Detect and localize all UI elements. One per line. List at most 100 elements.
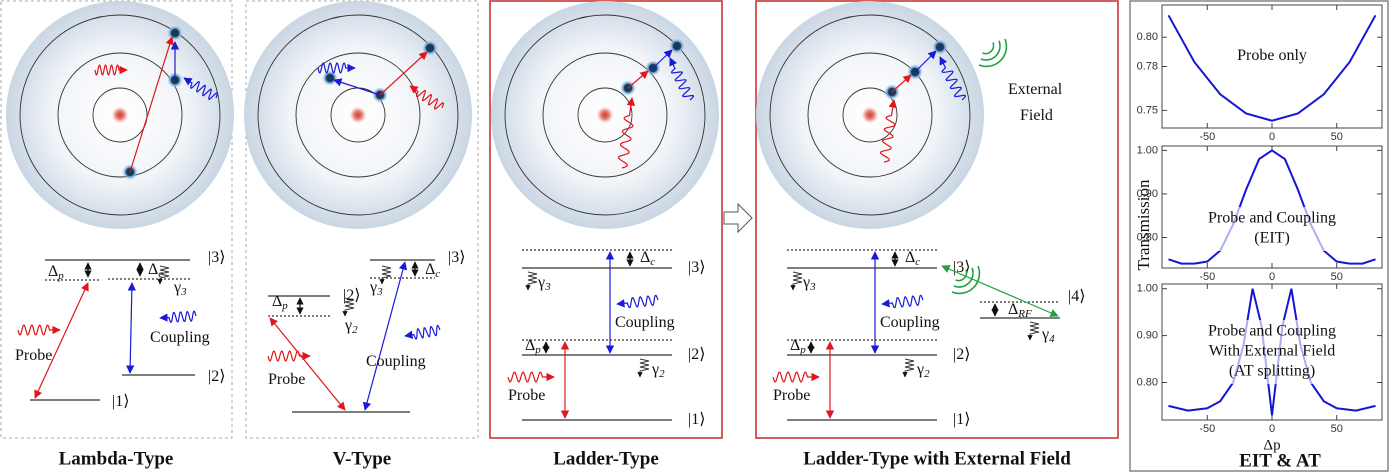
- photon-wave: [879, 99, 897, 163]
- photon-wave: [881, 294, 924, 309]
- label-text: |4⟩: [1068, 288, 1085, 305]
- label-text: Coupling: [150, 329, 210, 346]
- orbit: [807, 52, 933, 178]
- level-label: Δp: [790, 337, 806, 356]
- level-label: |1⟩: [953, 411, 970, 428]
- caption: Ladder-Type: [553, 448, 659, 469]
- label-subscript: 3: [376, 286, 383, 298]
- electron: [167, 25, 183, 41]
- transition-arrow: [129, 36, 174, 173]
- label-text: γ: [344, 317, 352, 334]
- y-tick-label: 0.90: [1137, 188, 1158, 200]
- label-subscript: p: [799, 344, 806, 356]
- label-text: Probe: [773, 387, 810, 404]
- chart-annotation: (EIT): [1254, 230, 1290, 247]
- label-subscript: c: [650, 256, 655, 268]
- label-subscript: 3: [180, 286, 187, 298]
- decay-arrow: [342, 297, 355, 317]
- level-label: γ2: [651, 361, 665, 380]
- nucleus: [349, 106, 367, 124]
- x-axis-label: Δp: [1263, 437, 1280, 453]
- caption: V-Type: [333, 448, 391, 469]
- level-label: γ3: [802, 274, 816, 293]
- photon-wave: [159, 310, 197, 323]
- label-subscript: 3: [544, 281, 551, 293]
- level-label: |3⟩: [448, 249, 465, 266]
- decay-arrow: [790, 271, 803, 291]
- photon-wave: [17, 324, 61, 336]
- label-text: |1⟩: [953, 411, 970, 428]
- label-subscript: 3: [809, 281, 816, 293]
- level-label: γ3: [537, 274, 551, 293]
- caption: Lambda-Type: [59, 448, 174, 469]
- label-text: |1⟩: [688, 411, 705, 428]
- chart-annotation: Probe only: [1237, 47, 1307, 64]
- transition-arrow: [891, 74, 912, 93]
- annotation-backdrop: [1174, 207, 1370, 251]
- orbit: [92, 87, 148, 143]
- nucleus: [596, 106, 614, 124]
- label-text: Field: [1020, 107, 1053, 124]
- transition-arrow: [652, 49, 673, 69]
- transition-arrow: [125, 282, 137, 374]
- nucleus: [111, 106, 129, 124]
- photon-wave: [267, 350, 311, 362]
- label-text: |3⟩: [953, 259, 970, 276]
- y-tick-label: 0.75: [1137, 104, 1158, 116]
- label-text: Coupling: [366, 353, 426, 370]
- level-label: Δc: [640, 249, 655, 268]
- label-text: Δ: [790, 337, 800, 354]
- label-text: Δ: [905, 249, 915, 266]
- photon-wave: [409, 85, 445, 110]
- level-label: |1⟩: [112, 393, 129, 410]
- label-text: Probe: [15, 347, 52, 364]
- label-subscript: 2: [352, 324, 358, 336]
- level-label: Δp: [272, 293, 288, 312]
- label-text: Coupling: [880, 314, 940, 331]
- label-subscript: RF: [1017, 308, 1032, 320]
- y-tick-label: 0.78: [1137, 60, 1158, 72]
- orbit: [257, 14, 459, 216]
- field-arcs: [951, 265, 981, 295]
- level-label: Δc: [425, 261, 440, 280]
- transition-arrow: [269, 317, 346, 411]
- label-subscript: c: [915, 256, 920, 268]
- label-text: Δ: [640, 249, 650, 266]
- label-subscript: 4: [1049, 333, 1055, 345]
- y-tick-label: 0.90: [1137, 329, 1158, 341]
- label-text: Δ: [525, 337, 535, 354]
- label-text: γ: [173, 279, 181, 296]
- level-label: Δc: [905, 249, 920, 268]
- level-label: Δc: [148, 261, 163, 280]
- label-subscript: 2: [659, 368, 665, 380]
- photon-wave: [404, 324, 441, 340]
- photon-wave: [939, 56, 967, 101]
- y-tick-label: 1.00: [1137, 283, 1158, 295]
- decay-arrow: [379, 265, 392, 285]
- field-arcs: [980, 40, 1001, 61]
- label-text: |3⟩: [208, 249, 225, 266]
- level-label: γ2: [344, 317, 358, 336]
- level-label: Coupling: [150, 329, 210, 346]
- level-label: |2⟩: [208, 368, 225, 385]
- label-text: Δ: [148, 261, 158, 278]
- orbit: [504, 14, 706, 216]
- label-text: |2⟩: [953, 346, 970, 363]
- photon-wave: [616, 294, 659, 309]
- level-label: γ3: [173, 279, 187, 298]
- level-label: Probe: [15, 347, 52, 364]
- level-label: Coupling: [880, 314, 940, 331]
- label-subscript: c: [158, 268, 163, 280]
- chart-annotation: Probe and Coupling: [1208, 210, 1336, 227]
- orbit: [542, 52, 668, 178]
- orbit: [295, 52, 421, 178]
- electron: [669, 38, 685, 54]
- field-arcs: [982, 42, 995, 55]
- level-label: γ3: [369, 279, 383, 298]
- level-label: γ4: [1041, 326, 1055, 345]
- label-text: Δ: [272, 293, 282, 310]
- label-text: |2⟩: [208, 368, 225, 385]
- chart-annotation: (AT splitting): [1229, 363, 1315, 380]
- level-label: |2⟩: [688, 346, 705, 363]
